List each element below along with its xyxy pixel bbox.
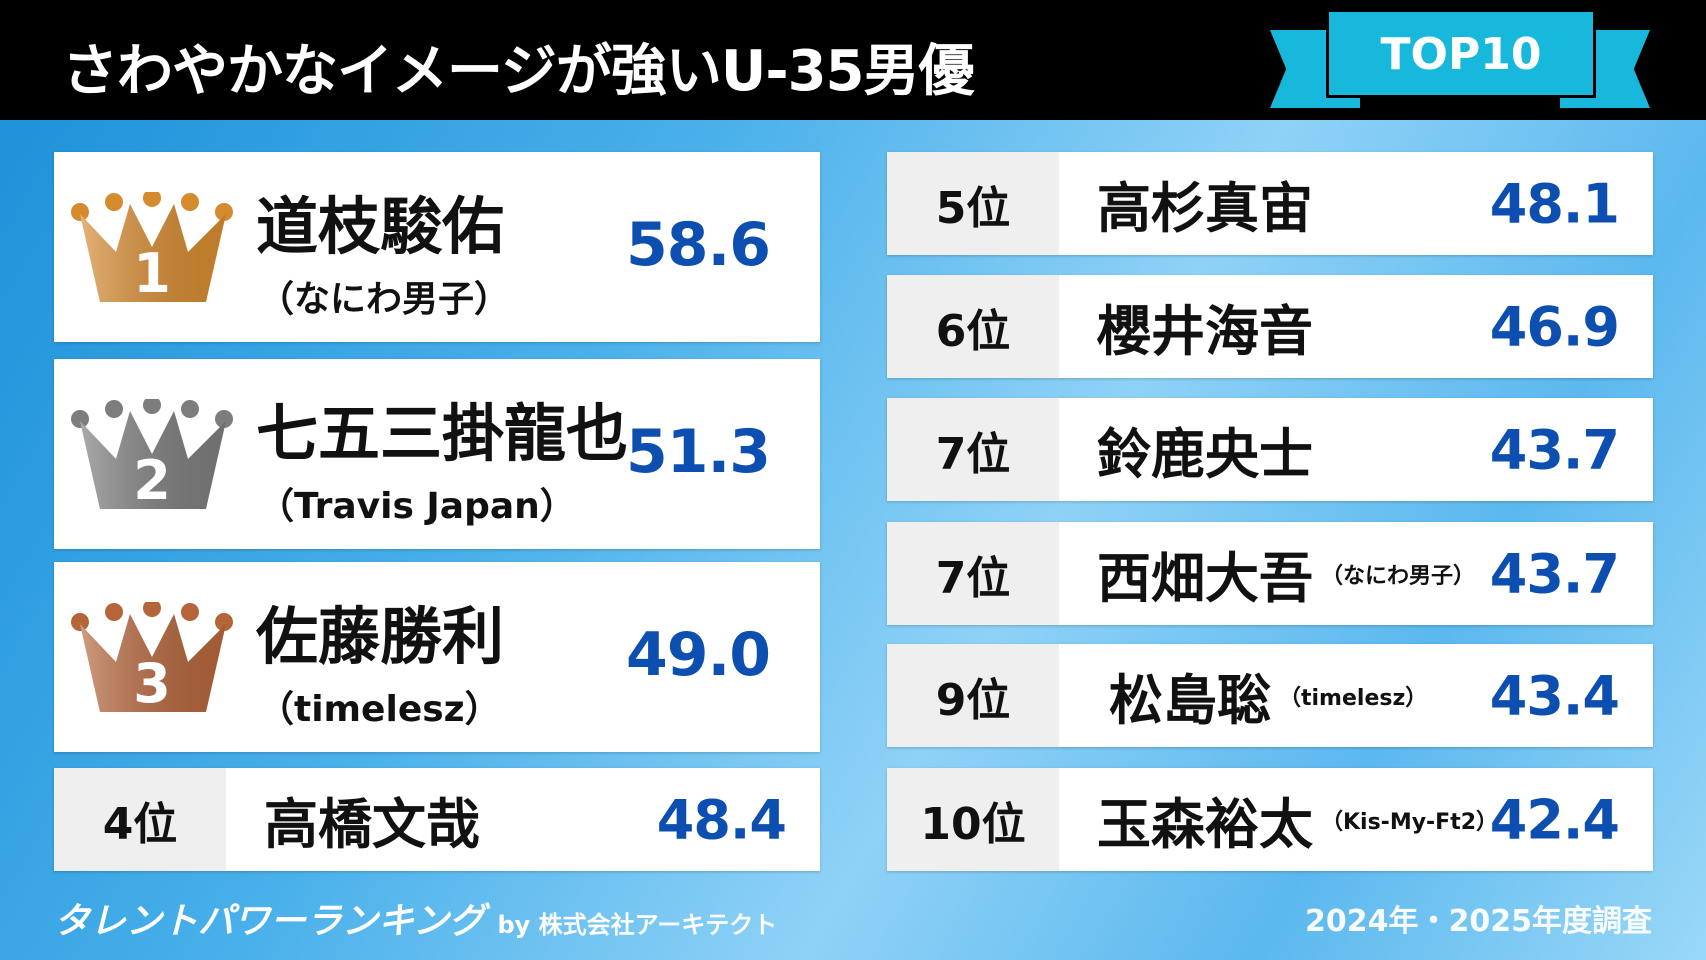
rank-row: 7位 鈴鹿央士 43.7 <box>887 398 1653 501</box>
rank-row: 10位 玉森裕太 （Kis-My-Ft2） 42.4 <box>887 768 1653 871</box>
rank-label: 4位 <box>54 768 226 871</box>
rank-label: 7位 <box>887 522 1059 625</box>
talent-name: 道枝駿佑 <box>256 190 505 263</box>
talent-group: （Kis-My-Ft2） <box>1321 809 1499 835</box>
top-rank-card: 3 佐藤勝利 （timelesz） 49.0 <box>54 562 820 752</box>
crown-rank: 1 <box>133 242 171 302</box>
talent-name: 櫻井海音 <box>1097 300 1313 363</box>
rank-row: 4位 高橋文哉 48.4 <box>54 768 820 871</box>
talent-name: 鈴鹿央士 <box>1097 423 1313 486</box>
page-title: さわやかなイメージが強いU-35男優 <box>62 39 975 104</box>
top-rank-card: 1 道枝駿佑 （なにわ男子） 58.6 <box>54 152 820 342</box>
rank-row: 7位 西畑大吾 （なにわ男子） 43.7 <box>887 522 1653 625</box>
rank-row: 6位 櫻井海音 46.9 <box>887 275 1653 378</box>
crown-icon: 1 <box>71 192 233 302</box>
rank-row: 5位 高杉真宙 48.1 <box>887 152 1653 255</box>
logo-text: タレントパワーランキング <box>54 901 485 942</box>
score-value: 43.7 <box>1489 418 1620 481</box>
score-value: 49.0 <box>626 620 771 690</box>
top-rank-card: 2 七五三掛龍也 （Travis Japan） 51.3 <box>54 359 820 549</box>
score-value: 43.7 <box>1489 542 1620 605</box>
footer-logo: タレントパワーランキング by 株式会社アーキテクト <box>54 892 777 944</box>
talent-name: 高杉真宙 <box>1097 177 1313 240</box>
talent-name: 松島聡 <box>1109 669 1271 732</box>
rank-label: 6位 <box>887 275 1059 378</box>
logo-by: by 株式会社アーキテクト <box>497 911 778 939</box>
talent-name: 西畑大吾 <box>1097 547 1313 610</box>
score-value: 51.3 <box>626 417 771 487</box>
talent-group: （Travis Japan） <box>258 486 576 527</box>
rank-label: 7位 <box>887 398 1059 501</box>
crown-icon: 2 <box>71 399 233 509</box>
talent-name: 玉森裕太 <box>1097 793 1313 856</box>
talent-name: 七五三掛龍也 <box>256 397 629 470</box>
score-value: 58.6 <box>626 210 771 280</box>
survey-label: 2024年・2025年度調査 <box>1305 904 1652 939</box>
score-value: 48.4 <box>656 788 787 851</box>
crown-rank: 3 <box>133 652 171 712</box>
crown-rank: 2 <box>133 449 171 509</box>
header-bar: さわやかなイメージが強いU-35男優 TOP10 <box>0 0 1706 120</box>
rank-label: 9位 <box>887 644 1059 747</box>
crown-icon: 3 <box>71 602 233 712</box>
talent-group: （なにわ男子） <box>258 279 511 320</box>
rank-label: 5位 <box>887 152 1059 255</box>
talent-group: （なにわ男子） <box>1321 563 1476 589</box>
talent-group: （timelesz） <box>258 689 501 730</box>
score-value: 46.9 <box>1489 295 1620 358</box>
rank-label: 10位 <box>887 768 1059 871</box>
talent-group: （timelesz） <box>1279 685 1428 711</box>
score-value: 42.4 <box>1489 788 1620 851</box>
talent-name: 佐藤勝利 <box>256 600 505 673</box>
score-value: 43.4 <box>1489 664 1620 727</box>
score-value: 48.1 <box>1489 172 1620 235</box>
rank-row: 9位 松島聡 （timelesz） 43.4 <box>887 644 1653 747</box>
talent-name: 高橋文哉 <box>264 793 480 856</box>
top10-badge: TOP10 <box>1326 12 1596 98</box>
